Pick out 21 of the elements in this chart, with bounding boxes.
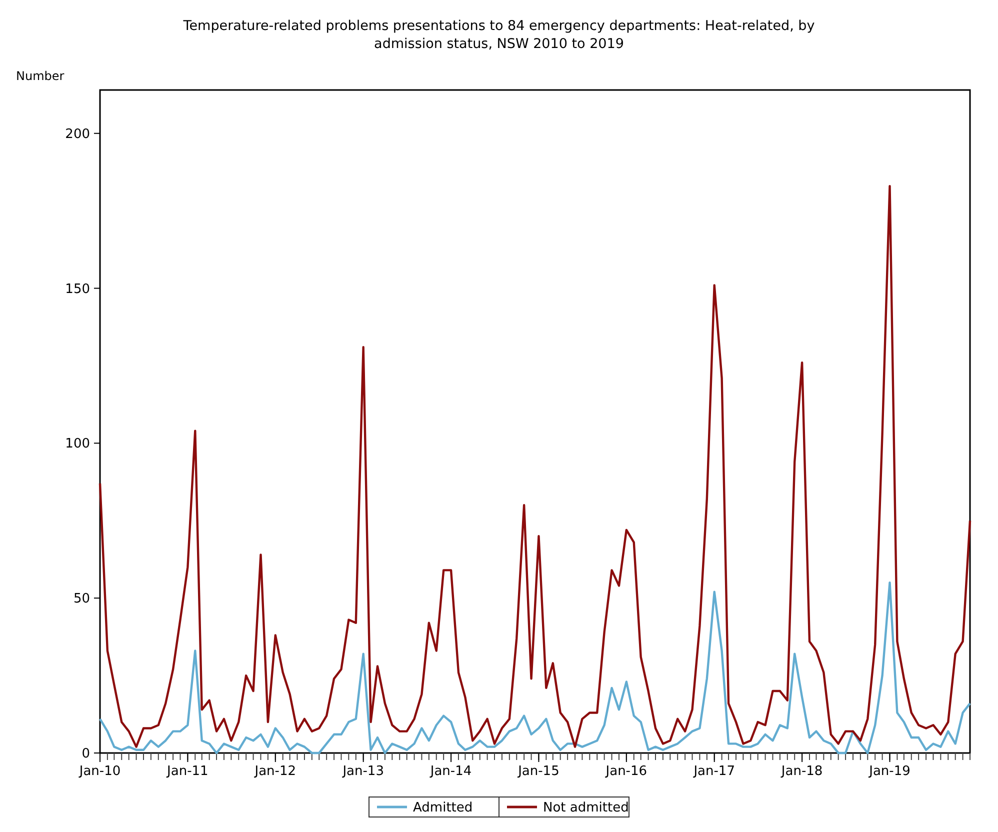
line-series xyxy=(98,184,972,748)
x-tick-label: Jan-12 xyxy=(254,764,296,779)
x-tick-label: Jan-14 xyxy=(429,764,472,779)
y-tick-label: 200 xyxy=(65,126,90,142)
x-tick-label: Jan-19 xyxy=(868,764,910,779)
x-tick-label: Jan-10 xyxy=(78,764,121,779)
y-tick-label: 0 xyxy=(82,746,90,762)
x-tick-label: Jan-16 xyxy=(604,764,648,779)
y-tick-label: 150 xyxy=(65,282,90,297)
y-axis-title: Number xyxy=(16,69,64,83)
y-tick-label: 50 xyxy=(73,592,90,607)
x-tick-label: Jan-17 xyxy=(692,764,735,779)
x-tick-label: Jan-18 xyxy=(780,764,823,779)
x-tick-label: Jan-11 xyxy=(166,764,208,779)
legend-label: Not admitted xyxy=(543,800,629,816)
x-tick-label: Jan-13 xyxy=(342,764,384,779)
line-series xyxy=(98,582,972,754)
legend-label: Admitted xyxy=(413,800,473,816)
y-tick-label: 100 xyxy=(65,436,90,452)
chart-title: Temperature-related problems presentations to 84 emergency departments: Heat-related, by admission status, NSW 2010 to 2019 xyxy=(182,18,815,52)
x-tick-label: Jan-15 xyxy=(517,764,560,779)
